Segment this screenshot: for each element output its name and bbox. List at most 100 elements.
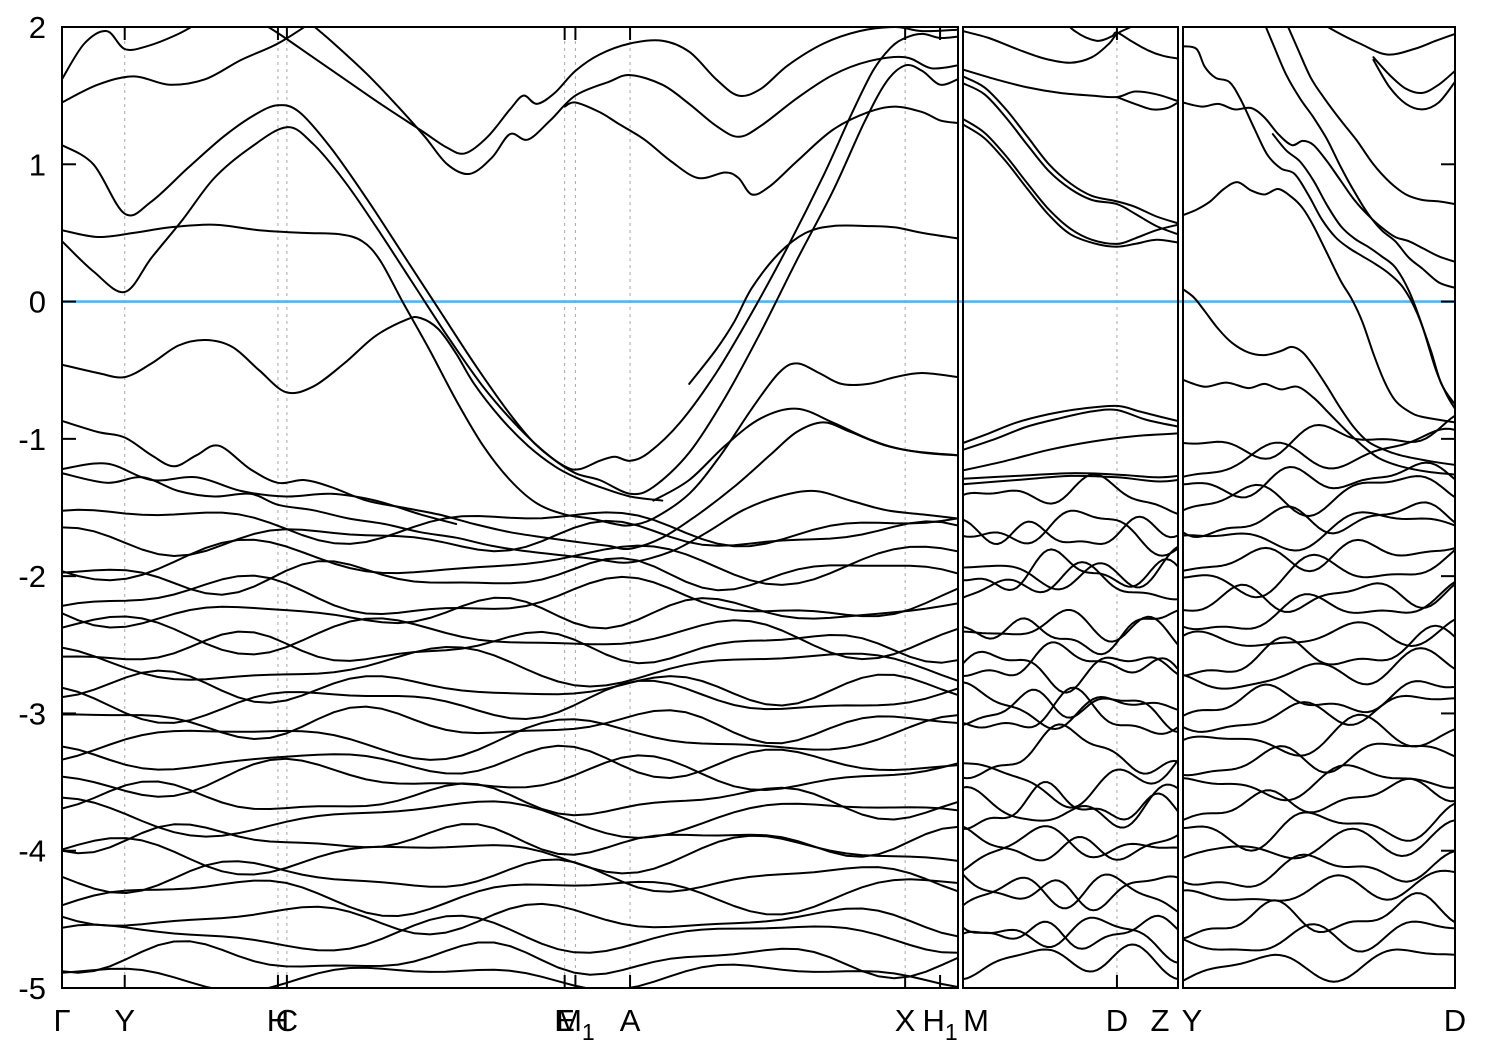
energy-tick-label: -1: [18, 422, 46, 457]
band-curve: [62, 744, 958, 779]
band-curve: [62, 27, 194, 81]
band-curve: [62, 315, 664, 502]
band-curve: [1325, 27, 1455, 56]
band-curve: [1183, 647, 1455, 690]
band-curve: [963, 825, 1178, 862]
band-curve: [1183, 742, 1455, 777]
band-curve: [963, 472, 1178, 480]
band-curve: [963, 781, 1178, 830]
band-curve: [963, 916, 1178, 964]
band-curve: [1372, 58, 1455, 111]
band-curve: [963, 404, 1178, 444]
band-curve: [62, 714, 958, 761]
band-curve: [963, 82, 1178, 236]
band-curve: [1183, 777, 1455, 821]
energy-tick-label: -5: [18, 971, 46, 1006]
band-group-segment-2: [963, 27, 1178, 981]
band-curve: [62, 508, 958, 548]
band-curve: [1183, 511, 1455, 552]
band-curve: [963, 509, 1178, 557]
band-curve: [1183, 501, 1455, 538]
band-curve: [963, 723, 1178, 780]
band-curve: [1183, 802, 1455, 852]
band-curve: [62, 940, 958, 980]
k-point-label: M: [963, 1003, 989, 1038]
band-curve: [963, 943, 1178, 981]
energy-tick-label: 0: [29, 285, 46, 320]
k-point-label: Y: [1182, 1003, 1203, 1038]
band-curve: [963, 545, 1178, 591]
band-curve: [963, 914, 1178, 950]
k-point-label: D: [1106, 1003, 1128, 1038]
band-curve: [1372, 56, 1455, 95]
band-curve: [62, 914, 958, 954]
band-curve: [62, 557, 958, 596]
band-curve: [62, 630, 958, 665]
band-curve: [62, 754, 958, 798]
band-curve: [62, 32, 958, 471]
band-curve: [1183, 548, 1455, 599]
band-group-segment-1: [62, 27, 958, 988]
band-curve: [313, 27, 958, 176]
band-curve: [62, 679, 958, 724]
energy-tick-label: -3: [18, 696, 46, 731]
band-curve: [1183, 892, 1455, 940]
k-point-label: C: [276, 1003, 298, 1038]
band-group-segment-3: [1183, 27, 1455, 983]
band-curve: [62, 878, 958, 917]
band-curve: [688, 224, 958, 385]
band-curve: [963, 783, 1178, 829]
k-point-label: A: [620, 1003, 641, 1038]
band-curve: [1183, 427, 1455, 478]
k-point-label: Γ: [53, 1003, 70, 1038]
band-curve: [963, 408, 1178, 451]
band-curve: [963, 759, 1178, 809]
band-curve: [62, 472, 958, 564]
band-curve: [62, 615, 958, 661]
band-curve: [62, 519, 958, 557]
band-curve: [1183, 850, 1455, 888]
band-curve: [62, 596, 958, 630]
band-curve: [1183, 869, 1455, 902]
band-curve: [62, 462, 458, 525]
band-curve: [963, 873, 1178, 913]
band-curve: [1271, 133, 1455, 410]
band-curve: [963, 609, 1178, 646]
k-point-label: D: [1444, 1003, 1466, 1038]
band-curve: [1183, 475, 1455, 517]
band-curve: [1183, 288, 1455, 466]
k-point-label: Z: [1151, 1003, 1170, 1038]
band-curve: [1183, 680, 1455, 717]
band-curve: [1183, 45, 1455, 406]
panel-border: [61, 26, 959, 989]
k-point-label: E: [554, 1003, 575, 1038]
band-curve: [963, 123, 1178, 248]
energy-tick-label: 2: [29, 10, 46, 45]
band-curve: [1287, 27, 1455, 206]
band-curve: [1264, 27, 1455, 289]
panel-border: [1182, 26, 1456, 989]
band-curve: [62, 574, 958, 618]
band-curve: [62, 705, 958, 745]
band-curve: [1183, 538, 1455, 573]
band-curve: [1183, 618, 1455, 647]
band-curve: [62, 420, 958, 551]
band-curve: [1183, 694, 1455, 733]
band-curve: [963, 561, 1178, 601]
band-curve: [1183, 819, 1455, 860]
band-curve: [62, 834, 958, 876]
band-curve: [62, 858, 958, 894]
band-curve: [1183, 181, 1455, 424]
band-curve: [963, 432, 1178, 472]
band-curve: [963, 75, 1178, 225]
k-point-label: H: [267, 1003, 289, 1038]
band-curve: [652, 407, 958, 502]
band-curve: [1183, 920, 1455, 953]
band-curve: [963, 548, 1178, 591]
band-curve: [963, 686, 1178, 735]
band-curve: [963, 68, 1178, 103]
band-curve: [1183, 948, 1455, 983]
band-curve: [62, 223, 958, 527]
band-curve: [62, 902, 958, 938]
